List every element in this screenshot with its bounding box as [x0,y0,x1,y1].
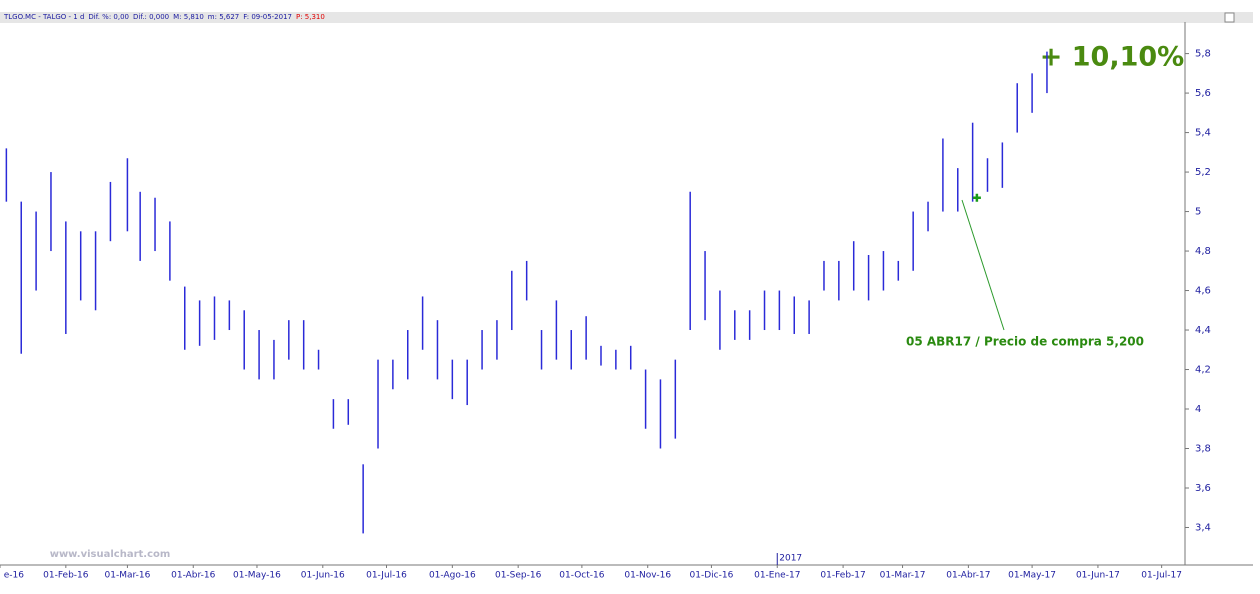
x-tick-label: 01-Oct-16 [559,571,604,581]
y-tick-label: 5,8 [1195,49,1211,60]
x-tick-label: 01-Feb-17 [820,571,865,581]
x-tick-label: 01-May-16 [233,571,281,581]
x-tick-label: 01-Sep-16 [495,571,542,581]
y-tick-label: 4,8 [1195,246,1211,257]
arrow-line [961,199,1005,331]
buy-marker [972,193,981,202]
y-tick-label: 5,2 [1195,167,1211,178]
symbol: TLGO.MC - TALGO - 1 d [4,13,85,21]
x-tick-label: 01-Ene-17 [754,571,800,581]
x-tick-label: e-16 [4,571,25,581]
max: M: 5,810 [173,13,204,21]
x-tick-label: 01-Ago-16 [429,571,476,581]
y-tick-label: 4,4 [1195,325,1211,336]
y-tick-label: 3,4 [1195,522,1211,533]
y-tick-label: 4 [1195,404,1201,415]
watermark: www.visualchart.com [50,549,171,560]
x-tick-label: 01-May-17 [1008,571,1056,581]
gain-label: + 10,10% [1040,42,1184,73]
header-bar: TLGO.MC - TALGO - 1 d Dif. %: 0,00 Dif.: 0… [0,12,1253,23]
x-tick-label: 01-Jul-17 [1141,571,1182,581]
x-tick-label: 01-Mar-16 [105,571,151,581]
x-tick-label: 01-Abr-17 [946,571,990,581]
window-button[interactable] [1224,12,1235,23]
x-tick-label: 01-Nov-16 [624,571,671,581]
x-tick-label: 01-Jul-16 [366,571,407,581]
x-tick-label: 01-Mar-17 [880,571,926,581]
y-tick-label: 5,4 [1195,128,1211,139]
y-tick-label: 5,6 [1195,88,1211,99]
x-tick-label: 01-Feb-16 [43,571,89,581]
y-tick-label: 4,2 [1195,365,1211,376]
x-tick-label: 01-Jun-17 [1076,571,1120,581]
buy-label: 05 ABR17 / Precio de compra 5,200 [906,335,1144,349]
y-tick-label: 4,6 [1195,286,1211,297]
y-tick-label: 5 [1195,207,1201,218]
date: F: 09-05-2017 [243,13,292,21]
x-tick-label: 01-Dic-16 [690,571,734,581]
y-tick-label: 3,6 [1195,483,1211,494]
year-marker-label: 2017 [779,554,802,564]
price: P: 5,310 [296,13,325,21]
x-tick-label: 01-Jun-16 [301,571,345,581]
dif-pct: Dif. %: 0,00 [88,13,129,21]
min: m: 5,627 [207,13,240,21]
dif: Dif.: 0,000 [132,13,170,21]
y-tick-label: 3,8 [1195,444,1211,455]
x-tick-label: 01-Abr-16 [171,571,215,581]
